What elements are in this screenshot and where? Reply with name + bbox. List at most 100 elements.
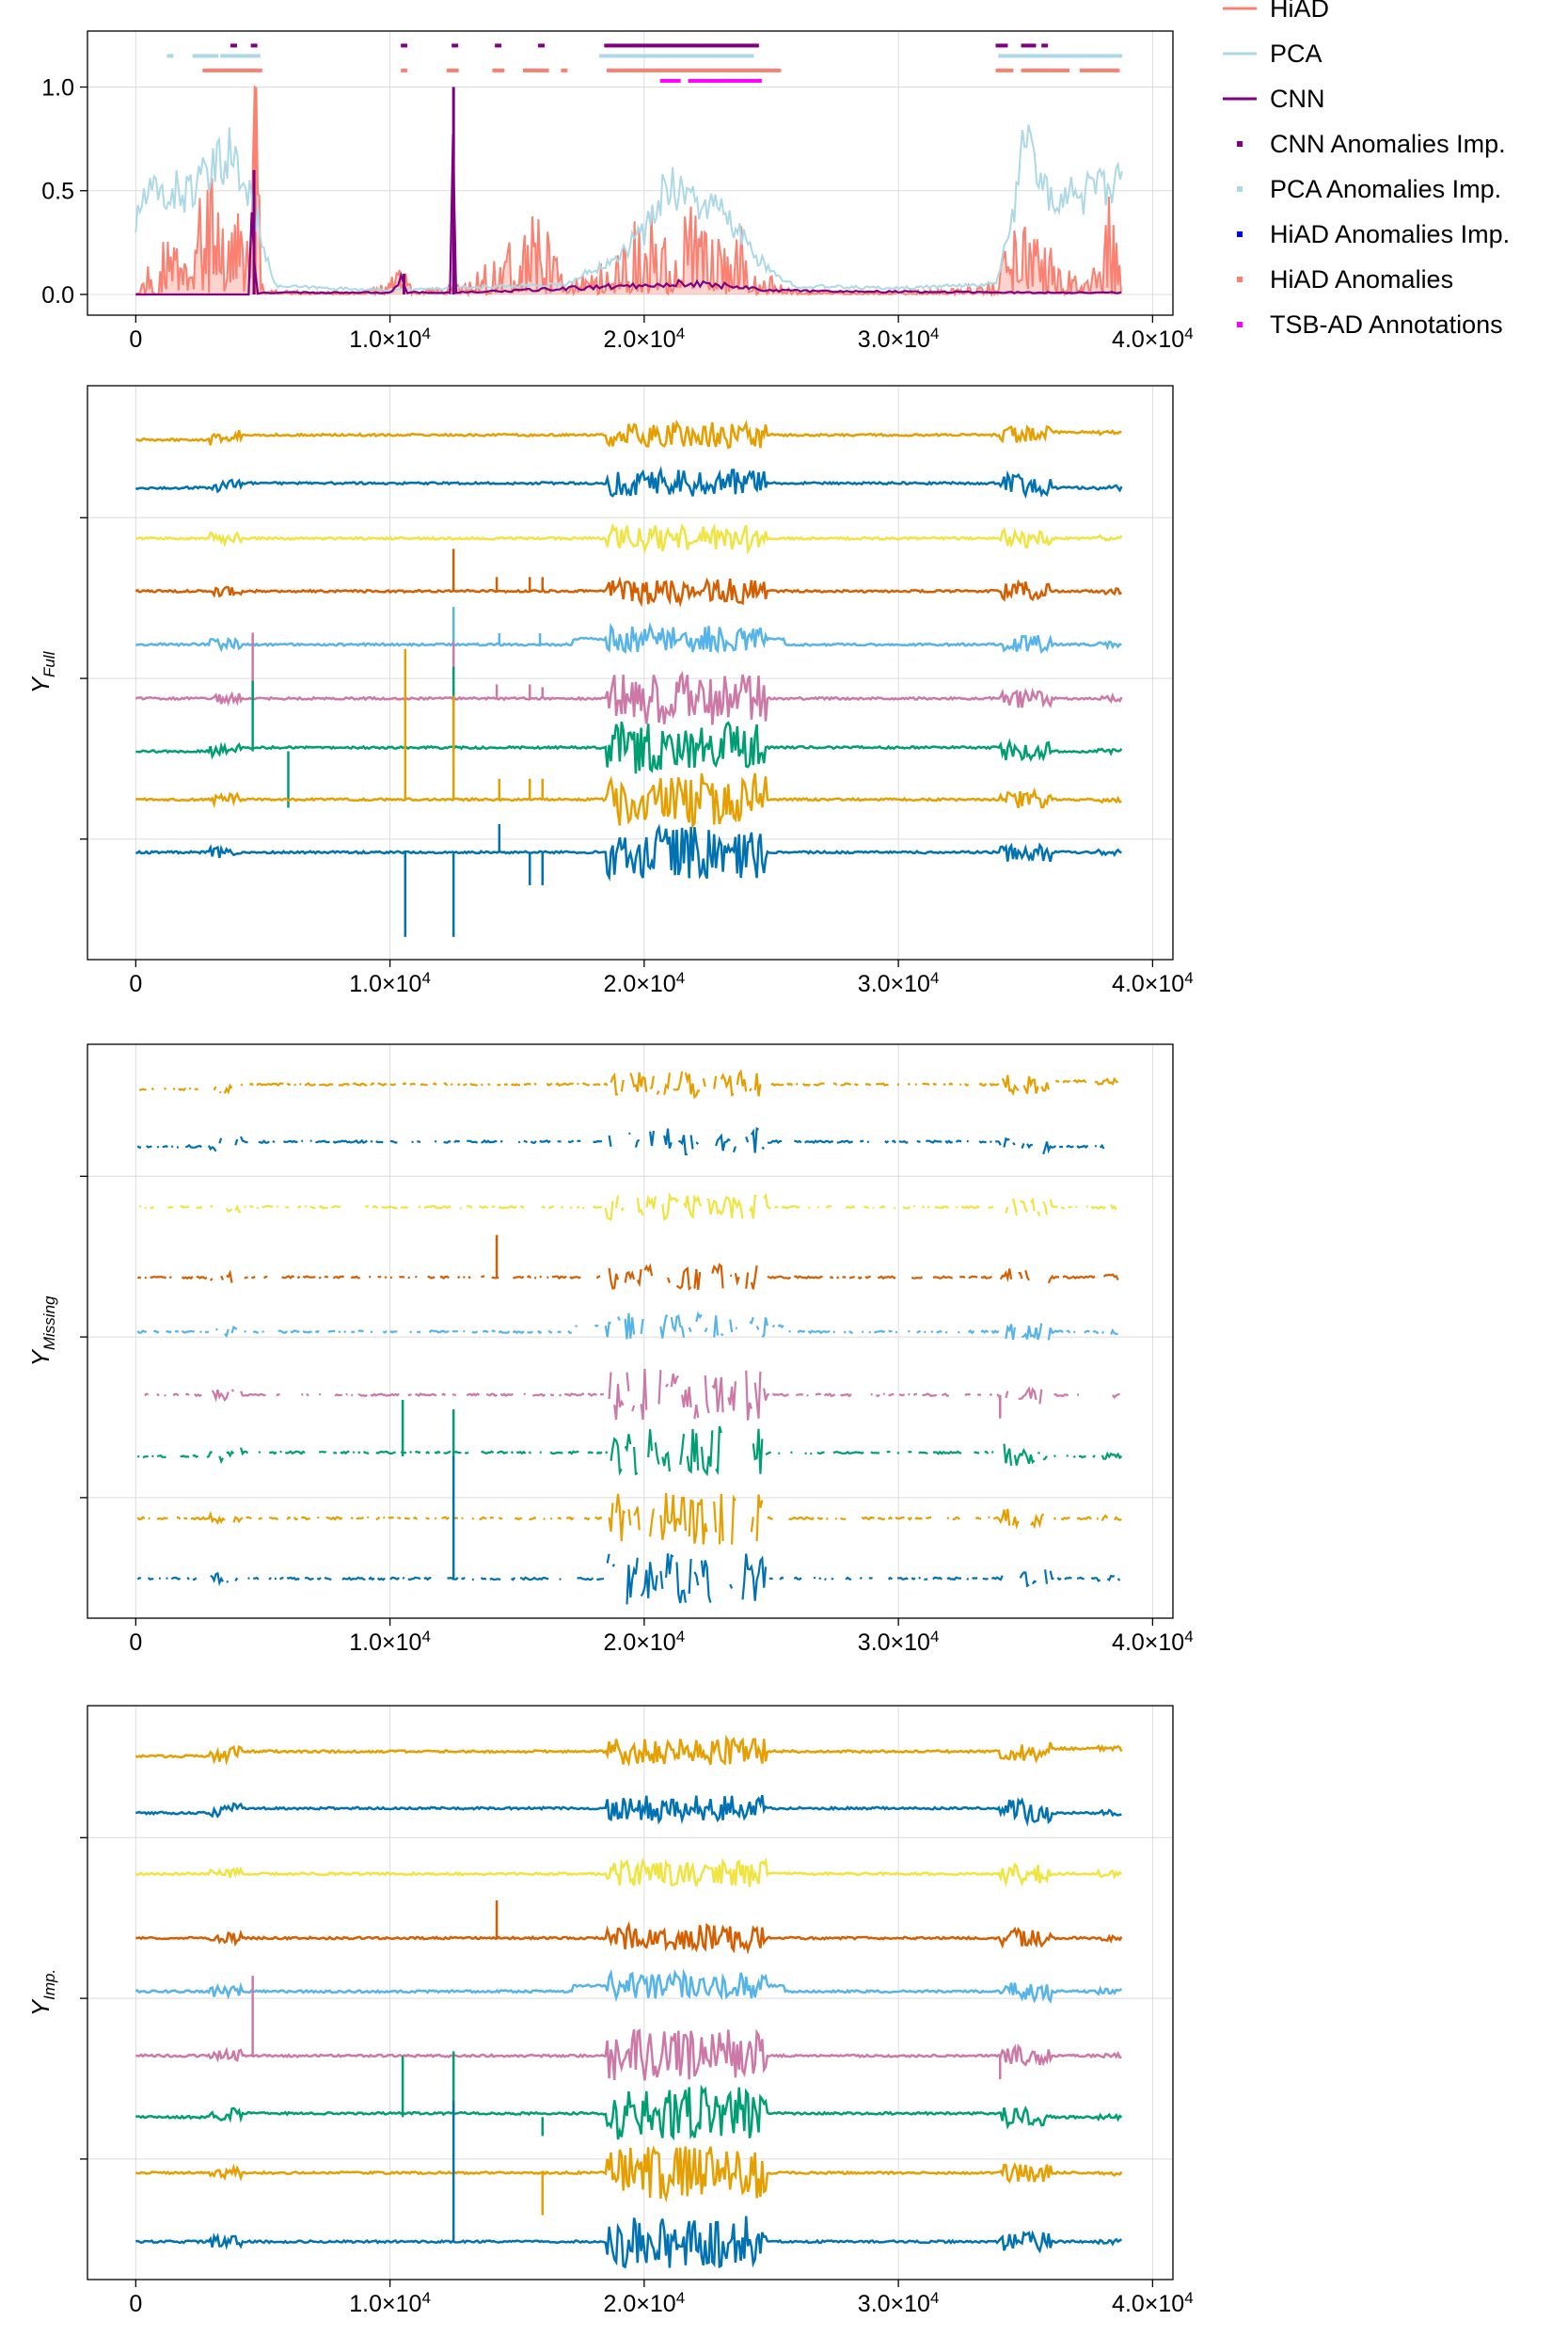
- anomaly-marker: [721, 43, 726, 48]
- anomaly-marker: [719, 43, 723, 48]
- legend-label: HiAD Anomalies: [1270, 265, 1453, 294]
- anomaly-marker: [763, 68, 768, 72]
- anomaly-marker: [680, 54, 685, 58]
- anomaly-marker: [707, 43, 712, 48]
- x-tick-label: 1.0×104: [349, 325, 431, 353]
- anomaly-marker: [561, 68, 565, 72]
- y-full-panel: YFull 0 1.0×104 2.0×104 3.0×104 4.0×104: [26, 385, 1194, 997]
- anomaly-marker: [696, 68, 701, 72]
- anomaly-marker: [702, 54, 706, 58]
- anomaly-marker: [1079, 54, 1084, 58]
- anomaly-marker: [750, 54, 754, 58]
- anomaly-marker: [1113, 54, 1117, 58]
- anomaly-marker: [645, 43, 650, 48]
- anomaly-marker: [220, 54, 225, 58]
- anomaly-marker: [733, 43, 737, 48]
- anomaly-marker: [749, 78, 753, 83]
- anomaly-marker: [654, 68, 658, 72]
- anomaly-marker: [672, 54, 676, 58]
- anomaly-marker: [604, 43, 609, 48]
- anomaly-marker: [206, 54, 211, 58]
- anomaly-marker: [1096, 68, 1101, 72]
- anomaly-marker: [629, 54, 634, 58]
- anomaly-marker: [1035, 68, 1039, 72]
- anomaly-marker: [401, 68, 405, 72]
- anomaly-marker: [230, 68, 235, 72]
- anomaly-marker: [718, 68, 722, 72]
- anomaly-marker: [1099, 54, 1103, 58]
- anomaly-marker: [690, 43, 695, 48]
- grid-lines: [87, 1044, 1173, 1618]
- anomaly-marker: [699, 68, 704, 72]
- x-axis: 0 1.0×104 2.0×104 3.0×104 4.0×104: [129, 315, 1194, 353]
- anomaly-marker: [673, 43, 678, 48]
- trace-1: [135, 419, 1122, 450]
- anomaly-marker: [662, 43, 667, 48]
- anomaly-marker: [195, 54, 199, 58]
- anomaly-marker: [747, 54, 752, 58]
- anomaly-marker: [1037, 68, 1042, 72]
- anomaly-marker: [662, 78, 667, 83]
- anomaly-marker: [1026, 43, 1031, 48]
- anomaly-marker: [1090, 54, 1095, 58]
- anomaly-marker: [169, 54, 174, 58]
- anomaly-marker: [563, 68, 568, 72]
- anomaly-marker: [757, 68, 762, 72]
- anomaly-marker: [446, 68, 451, 72]
- anomaly-marker: [208, 68, 213, 72]
- anomaly-marker: [1085, 54, 1089, 58]
- anomaly-marker: [1043, 68, 1048, 72]
- anomaly-marker: [1032, 43, 1037, 48]
- anomaly-marker: [677, 54, 682, 58]
- x-tick-label: 0: [129, 1629, 142, 1656]
- x-tick-label: 1.0×104: [349, 2289, 431, 2317]
- anomaly-marker: [1039, 54, 1044, 58]
- anomaly-marker: [768, 68, 773, 72]
- anomaly-marker: [998, 68, 1003, 72]
- trace-line: [135, 823, 1122, 882]
- anomaly-marker: [777, 68, 782, 72]
- anomaly-marker: [525, 68, 530, 72]
- series-hiad-anomalies: [202, 68, 1120, 72]
- anomaly-marker: [659, 68, 664, 72]
- x-tick-label: 4.0×104: [1112, 325, 1194, 353]
- x-tick-label: 2.0×104: [604, 1628, 686, 1656]
- anomaly-marker: [705, 68, 709, 72]
- y-imp-panel: YImp. 0 1.0×104 2.0×104 3.0×104 4.0×104: [26, 1705, 1194, 2317]
- anomaly-marker: [258, 68, 262, 72]
- anomaly-marker: [618, 43, 623, 48]
- trace-3: [135, 1857, 1123, 1888]
- anomaly-marker: [498, 43, 502, 48]
- anomaly-marker: [1060, 68, 1065, 72]
- y-tick-label: 1.0: [41, 75, 74, 102]
- anomaly-marker: [214, 68, 218, 72]
- anomaly-marker: [246, 68, 251, 72]
- anomaly-marker: [643, 54, 648, 58]
- anomaly-marker: [631, 68, 636, 72]
- anomaly-marker: [632, 54, 637, 58]
- anomaly-marker: [610, 54, 614, 58]
- anomaly-marker: [626, 43, 631, 48]
- x-tick-label: 2.0×104: [604, 969, 686, 997]
- anomaly-marker: [614, 68, 619, 72]
- anomaly-marker: [746, 68, 751, 72]
- y-axis: 0.0 0.5 1.0: [41, 75, 87, 309]
- anomaly-marker: [738, 54, 743, 58]
- x-tick-label: 4.0×104: [1112, 2289, 1194, 2317]
- anomaly-marker: [693, 68, 698, 72]
- anomaly-marker: [721, 54, 726, 58]
- anomaly-marker: [657, 54, 662, 58]
- anomaly-marker: [222, 68, 227, 72]
- anomaly-marker: [1110, 68, 1115, 72]
- anomaly-marker: [1048, 54, 1053, 58]
- legend: HiAD PCA CNN CNN Anomalies Imp. PCA Anomalie…: [1223, 0, 1510, 339]
- anomaly-marker: [766, 68, 770, 72]
- anomaly-marker: [233, 43, 238, 48]
- trace-5: [135, 1968, 1123, 2004]
- trace-line: [135, 1734, 1123, 1768]
- anomaly-marker: [737, 68, 742, 72]
- trace-line: [137, 1129, 1121, 1155]
- anomaly-marker: [247, 54, 252, 58]
- anomaly-marker: [1093, 54, 1098, 58]
- anomaly-marker: [671, 43, 675, 48]
